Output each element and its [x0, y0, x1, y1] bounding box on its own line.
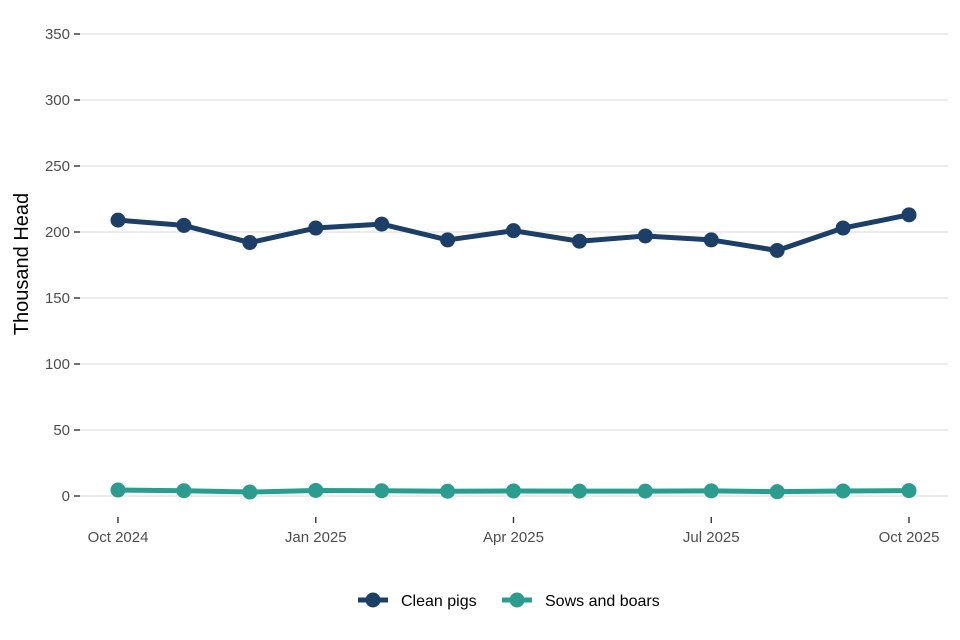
data-point	[571, 483, 587, 499]
data-point	[242, 235, 258, 251]
y-tick-label: 50	[53, 422, 70, 439]
data-point	[440, 232, 456, 248]
data-point	[308, 482, 324, 498]
data-point	[506, 483, 521, 499]
data-point	[835, 220, 851, 236]
legend-item: Sows and boars	[502, 592, 660, 610]
legend: Clean pigs Sows and boars	[358, 592, 660, 610]
data-point	[176, 217, 192, 233]
y-tick-label: 0	[62, 488, 70, 505]
data-point	[901, 207, 917, 223]
x-axis: Oct 2024 Jan 2025 Apr 2025 Jul 2025 Oct 2025	[88, 517, 940, 546]
data-point	[506, 223, 521, 239]
data-point	[637, 228, 653, 244]
legend-key-marker	[509, 592, 525, 608]
data-point	[110, 212, 126, 228]
data-point	[703, 232, 719, 248]
data-point	[374, 216, 390, 232]
data-point	[176, 483, 192, 499]
data-point	[242, 484, 258, 500]
x-tick-label: Apr 2025	[483, 529, 544, 546]
data-point	[703, 483, 719, 499]
y-tick-label: 100	[45, 356, 70, 373]
x-tick-label: Oct 2025	[879, 529, 940, 546]
x-tick-label: Oct 2024	[88, 529, 149, 546]
series-sows-and-boars	[110, 482, 917, 500]
data-point	[637, 483, 653, 499]
data-point	[571, 233, 587, 249]
legend-label: Sows and boars	[545, 593, 660, 610]
y-tick-label: 250	[45, 158, 70, 175]
y-tick-label: 150	[45, 290, 70, 307]
legend-item: Clean pigs	[358, 592, 477, 610]
data-point	[769, 242, 785, 258]
gridlines	[80, 33, 948, 497]
x-tick-label: Jan 2025	[285, 529, 347, 546]
y-axis-title: Thousand Head	[11, 193, 33, 335]
y-tick-label: 350	[45, 26, 70, 43]
x-tick-label: Jul 2025	[683, 529, 740, 546]
y-axis: 0 50 100 150 200 250 300 350	[45, 26, 80, 505]
y-tick-label: 300	[45, 92, 70, 109]
legend-label: Clean pigs	[401, 593, 477, 610]
series	[110, 207, 917, 500]
series-clean-pigs	[110, 207, 917, 258]
data-point	[308, 220, 324, 236]
data-point	[440, 483, 456, 499]
data-point	[374, 483, 390, 499]
data-point	[110, 482, 126, 498]
data-point	[901, 483, 917, 499]
data-point	[769, 484, 785, 500]
data-point	[835, 483, 851, 499]
y-tick-label: 200	[45, 224, 70, 241]
legend-key-marker	[365, 592, 381, 608]
